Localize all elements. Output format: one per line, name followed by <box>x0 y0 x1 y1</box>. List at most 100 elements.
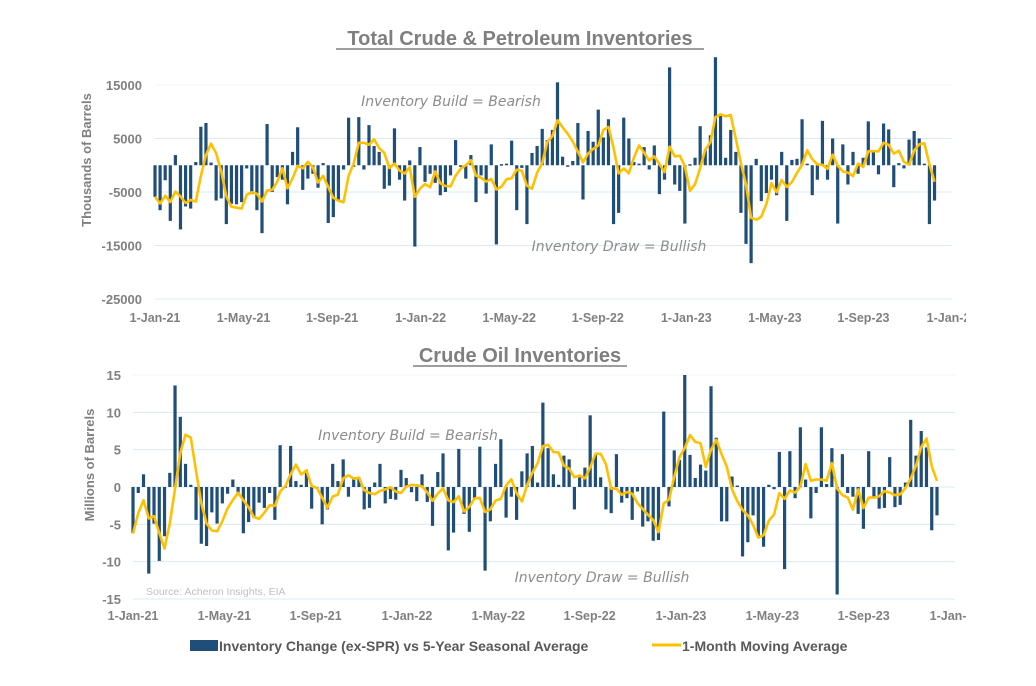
bar <box>772 487 776 490</box>
bar <box>876 165 881 175</box>
bar <box>413 165 417 247</box>
bar <box>168 472 172 487</box>
bar <box>472 487 477 499</box>
bar <box>804 479 808 487</box>
bar <box>572 487 577 510</box>
bar <box>499 439 503 487</box>
legend: Inventory Change (ex-SPR) vs 5-Year Seas… <box>190 638 848 654</box>
bar <box>504 163 509 166</box>
gridlines <box>155 84 952 300</box>
bar <box>397 165 402 180</box>
bar <box>651 487 655 541</box>
bar <box>215 487 219 524</box>
bar <box>446 487 450 551</box>
bar <box>815 165 819 180</box>
bar <box>504 487 508 518</box>
bar <box>275 165 279 178</box>
bar <box>841 144 845 166</box>
bar <box>394 487 398 500</box>
bar <box>229 165 234 204</box>
bar <box>795 158 799 166</box>
bar <box>265 124 269 166</box>
bar <box>278 445 282 487</box>
bar <box>462 487 466 514</box>
bar <box>709 386 713 487</box>
bar <box>536 482 540 487</box>
bar <box>489 144 493 166</box>
bar <box>409 487 414 493</box>
x-tick-label: 1-May-23 <box>748 311 802 325</box>
bar <box>935 487 939 516</box>
bar <box>588 415 592 487</box>
bar <box>520 471 524 487</box>
bar <box>678 165 682 191</box>
bar <box>163 165 167 181</box>
bar <box>399 469 403 487</box>
bar <box>708 135 712 166</box>
bar <box>136 487 140 493</box>
x-tick-label: 1-Sep-22 <box>572 311 624 325</box>
bar <box>688 164 692 166</box>
x-tick-label: 1-May-21 <box>198 609 252 623</box>
bar <box>893 487 897 508</box>
bar <box>637 163 641 166</box>
bar <box>683 375 687 487</box>
bar <box>189 165 193 209</box>
bar <box>530 445 534 487</box>
bar <box>325 487 330 510</box>
bar <box>846 165 850 185</box>
bar <box>454 140 458 166</box>
legend-line-label: 1-Month Moving Average <box>682 638 848 654</box>
bar <box>459 165 463 167</box>
bar <box>672 450 676 487</box>
bar <box>423 165 427 182</box>
bar <box>550 129 555 166</box>
bar <box>656 487 661 541</box>
bar <box>888 457 892 487</box>
x-tick-label: 1-Jan-23 <box>661 311 712 325</box>
bar <box>362 165 366 170</box>
moving-average-line <box>153 113 936 221</box>
annotation-draw: Inventory Draw = Bullish <box>532 239 707 255</box>
bar <box>761 487 766 547</box>
bar <box>316 165 320 188</box>
bar <box>810 165 814 196</box>
bar <box>562 455 566 487</box>
bar <box>581 165 585 200</box>
bar <box>387 165 391 186</box>
bar <box>930 487 934 531</box>
bar <box>546 448 550 487</box>
bar <box>897 163 901 166</box>
bar <box>382 165 386 189</box>
bar <box>725 487 729 522</box>
bar <box>162 487 167 537</box>
x-tick-label: 1-Jan-24 <box>927 311 978 325</box>
bar <box>825 484 829 487</box>
bar <box>321 163 325 166</box>
bar <box>403 165 407 201</box>
bar <box>430 487 435 526</box>
x-tick-label: 1-May-21 <box>217 311 271 325</box>
bar <box>698 126 702 166</box>
x-tick-label: 1-Jan-23 <box>656 609 707 623</box>
bar <box>326 165 330 224</box>
x-tick-label: 1-May-22 <box>482 311 536 325</box>
bar <box>677 460 682 487</box>
bar <box>247 487 251 523</box>
y-axis-ticks: 15000 5000 -5000 -15000 -25000 <box>102 78 142 307</box>
total-crude-petroleum-chart: Total Crude & Petroleum Inventories Thou… <box>79 28 978 325</box>
bar <box>509 487 513 497</box>
bar <box>219 165 223 199</box>
bar <box>479 165 483 176</box>
bar <box>240 165 244 203</box>
bar <box>836 165 840 224</box>
bar <box>488 487 492 522</box>
bar <box>204 487 209 546</box>
bar <box>194 487 198 520</box>
x-axis-ticks: 1-Jan-21 1-May-21 1-Sep-21 1-Jan-22 1-May-22… <box>130 311 978 325</box>
bar <box>346 487 351 497</box>
bar <box>173 155 177 166</box>
moving-average-line <box>131 433 939 550</box>
bar <box>530 152 534 166</box>
bar <box>451 487 456 533</box>
